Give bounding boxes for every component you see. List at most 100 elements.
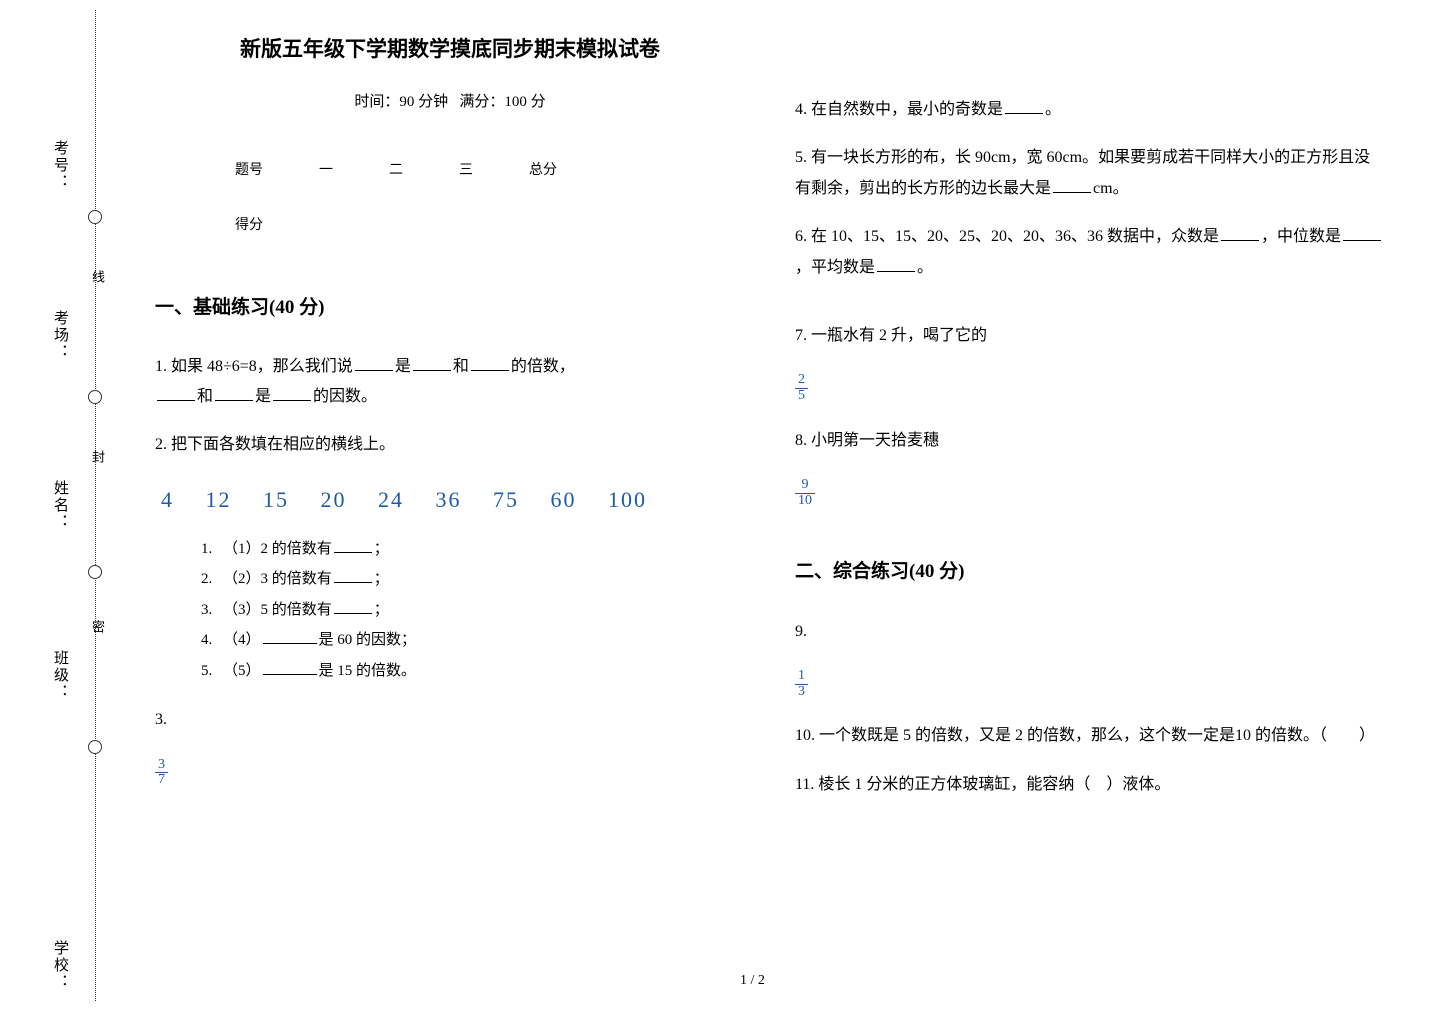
th-total: 总分 [501, 144, 585, 199]
side-label-examno: 考号： [50, 140, 71, 191]
side-label-room: 考场： [50, 310, 71, 361]
sub-text: （1）2 的倍数有 [223, 541, 332, 557]
q11-text: 11. 棱长 1 分米的正方体玻璃缸，能容纳（ ）液体。 [795, 776, 1170, 793]
table-row: 题号 一 二 三 总分 [207, 144, 585, 199]
list-item: 4.（4）是 60 的因数； [201, 626, 745, 655]
fill-blank [157, 385, 195, 401]
question-6: 6. 在 10、15、15、20、25、20、20、36、36 数据中，众数是 ，… [795, 222, 1385, 283]
q5-text: cm。 [1093, 180, 1129, 197]
sub-text: （5） [223, 663, 261, 679]
cell-blank [431, 199, 501, 254]
list-item: 2.（2）3 的倍数有； [201, 565, 745, 594]
q9-text: 9. [795, 623, 807, 640]
question-1: 1. 如果 48÷6=8，那么我们说是和的倍数， 和是的因数。 [155, 352, 745, 413]
q1-text: 和 [453, 358, 469, 375]
q1-text: 是 [395, 358, 411, 375]
score-table: 题号 一 二 三 总分 得分 [207, 144, 585, 253]
fill-blank [1221, 225, 1259, 241]
sub-text: （2）3 的倍数有 [223, 571, 332, 587]
fill-blank [273, 385, 311, 401]
th-score: 得分 [207, 199, 291, 254]
page-number: 1 / 2 [740, 973, 765, 989]
sub-text: （3）5 的倍数有 [223, 602, 332, 618]
fill-blank [1053, 177, 1091, 193]
fill-blank [471, 355, 509, 371]
fraction-1-3: 1 3 [795, 669, 808, 699]
list-item: 1.（1）2 的倍数有； [201, 535, 745, 564]
fill-blank [1005, 98, 1043, 114]
sub-text: 是 15 的倍数。 [319, 663, 417, 679]
fill-blank [334, 538, 372, 553]
question-3: 3. [155, 705, 745, 735]
exam-title: 新版五年级下学期数学摸底同步期末模拟试卷 [155, 30, 745, 70]
fill-blank [334, 568, 372, 583]
question-7: 7. 一瓶水有 2 升，喝了它的 [795, 321, 1385, 351]
section-2-heading: 二、综合练习(40 分) [795, 554, 1385, 590]
q1-text: 的因数。 [313, 388, 377, 405]
sub-text: （4） [223, 632, 261, 648]
fraction-2-5: 2 5 [795, 373, 808, 403]
question-2-sublist: 1.（1）2 的倍数有； 2.（2）3 的倍数有； 3.（3）5 的倍数有； 4… [201, 535, 745, 686]
q7-text: 7. 一瓶水有 2 升，喝了它的 [795, 327, 987, 344]
frac-top: 9 [795, 478, 815, 494]
th-3: 三 [431, 144, 501, 199]
q1-text: 1. 如果 48÷6=8，那么我们说 [155, 358, 353, 375]
fill-blank [263, 629, 317, 644]
column-left: 新版五年级下学期数学摸底同步期末模拟试卷 时间：90 分钟 满分：100 分 题… [130, 0, 770, 1011]
binding-dotted-line [95, 10, 96, 1001]
fullmark-label: 满分：100 分 [459, 94, 545, 110]
question-4: 4. 在自然数中，最小的奇数是。 [795, 95, 1385, 125]
frac-bot: 5 [795, 389, 808, 404]
column-right: 4. 在自然数中，最小的奇数是。 5. 有一块长方形的布，长 90cm，宽 60… [770, 0, 1410, 1011]
number-list: 4 12 15 20 24 36 75 60 100 [161, 479, 745, 521]
list-item: 3.（3）5 的倍数有； [201, 596, 745, 625]
fill-blank [215, 385, 253, 401]
seal-char: 封 [88, 450, 107, 463]
question-11: 11. 棱长 1 分米的正方体玻璃缸，能容纳（ ）液体。 [795, 770, 1385, 800]
q6-text: ，平均数是 [795, 259, 875, 276]
frac-top: 1 [795, 669, 808, 685]
cell-blank [361, 199, 431, 254]
q6-text: ，中位数是 [1261, 228, 1341, 245]
q2-text: 2. 把下面各数填在相应的横线上。 [155, 436, 395, 453]
semi: ； [374, 541, 389, 557]
q1-text: 的倍数， [511, 358, 575, 375]
binding-hole [88, 390, 102, 404]
section-1-heading: 一、基础练习(40 分) [155, 290, 745, 326]
q4-text: 。 [1045, 101, 1061, 118]
fill-blank [334, 599, 372, 614]
binding-hole [88, 740, 102, 754]
question-2: 2. 把下面各数填在相应的横线上。 [155, 430, 745, 460]
cell-blank [291, 199, 361, 254]
binding-hole [88, 210, 102, 224]
frac-bot: 3 [795, 685, 808, 700]
q8-text: 8. 小明第一天拾麦穗 [795, 432, 939, 449]
fill-blank [1343, 225, 1381, 241]
semi: ； [374, 571, 389, 587]
side-label-class: 班级： [50, 650, 71, 701]
th-2: 二 [361, 144, 431, 199]
question-9: 9. [795, 617, 1385, 647]
question-5: 5. 有一块长方形的布，长 90cm，宽 60cm。如果要剪成若干同样大小的正方… [795, 143, 1385, 204]
q10-text: 10. 一个数既是 5 的倍数，又是 2 的倍数，那么，这个数一定是10 的倍数… [795, 727, 1375, 744]
frac-top: 3 [155, 758, 168, 774]
th-num: 题号 [207, 144, 291, 199]
table-row: 得分 [207, 199, 585, 254]
fill-blank [263, 660, 317, 675]
page-columns: 新版五年级下学期数学摸底同步期末模拟试卷 时间：90 分钟 满分：100 分 题… [130, 0, 1420, 1011]
q6-text: 。 [917, 259, 933, 276]
q3-text: 3. [155, 711, 167, 728]
frac-bot: 10 [795, 494, 815, 509]
time-label: 时间：90 分钟 [354, 94, 448, 110]
fill-blank [413, 355, 451, 371]
sub-text: 是 60 的因数； [319, 632, 417, 648]
q6-text: 6. 在 10、15、15、20、25、20、20、36、36 数据中，众数是 [795, 228, 1219, 245]
fill-blank [877, 256, 915, 272]
list-item: 5.（5）是 15 的倍数。 [201, 657, 745, 686]
q1-text: 是 [255, 388, 271, 405]
seal-char: 密 [88, 620, 107, 633]
exam-subtitle: 时间：90 分钟 满分：100 分 [155, 88, 745, 117]
side-label-name: 姓名： [50, 480, 71, 531]
binding-hole [88, 565, 102, 579]
seal-char: 线 [88, 270, 107, 283]
